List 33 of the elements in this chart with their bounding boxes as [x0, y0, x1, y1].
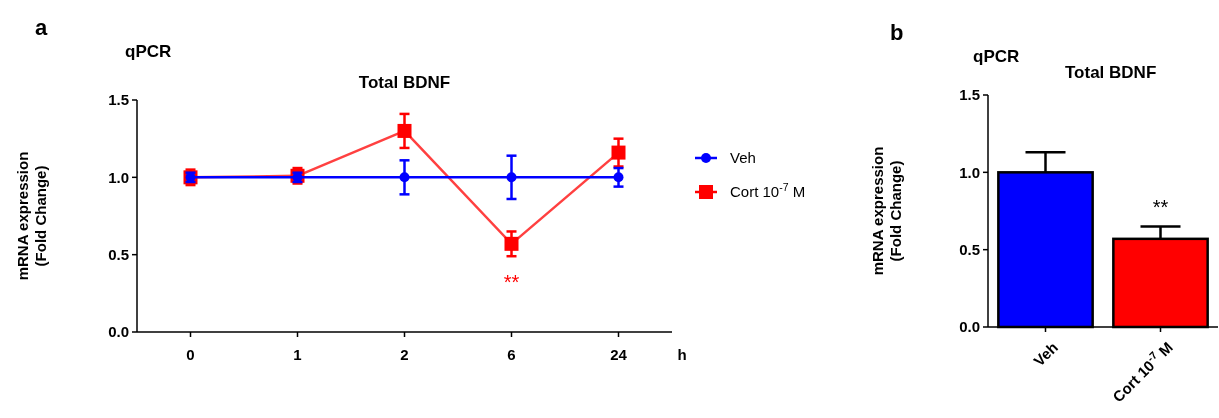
annotation: ** — [503, 270, 520, 293]
y-tick-label: 1.5 — [108, 91, 129, 109]
point — [506, 172, 517, 183]
point — [611, 145, 626, 160]
text: b — [890, 20, 904, 45]
point — [504, 236, 519, 251]
y-tick-label: 0.5 — [959, 240, 980, 258]
annotation: ** — [1152, 196, 1169, 219]
chart-subtitle: qPCR — [973, 47, 1020, 66]
y-axis-title: mRNA expression (Fold Change) — [14, 151, 49, 281]
x-tick-label: 1 — [293, 346, 302, 363]
x-tick-label: 0 — [186, 346, 195, 363]
x-axis-title: h — [677, 346, 687, 363]
point — [613, 172, 624, 183]
legend-label: Veh — [730, 149, 756, 167]
y-tick-label: 0.0 — [108, 323, 129, 341]
x-tick-label: 24 — [610, 346, 628, 363]
point — [397, 123, 412, 138]
legend-label: Cort 10$^{-7}$ M — [730, 181, 806, 201]
x-tick-label: 2 — [400, 346, 409, 363]
x-tick-label: Veh — [1030, 338, 1062, 370]
y-axis-title: mRNA expression (Fold Change) — [869, 146, 904, 276]
chart-title: Total BDNF — [358, 73, 451, 92]
point — [399, 172, 410, 183]
y-tick-label: 1.0 — [108, 168, 129, 186]
y-tick-label: 0.0 — [959, 318, 980, 336]
y-tick-label: 1.0 — [959, 163, 980, 181]
chart-title: Total BDNF — [1065, 63, 1157, 82]
x-tick-label: 6 — [507, 346, 516, 363]
text: a — [35, 15, 48, 40]
y-tick-label: 0.5 — [108, 245, 129, 263]
y-tick-label: 1.5 — [959, 86, 980, 104]
chart-subtitle: qPCR — [125, 42, 172, 61]
